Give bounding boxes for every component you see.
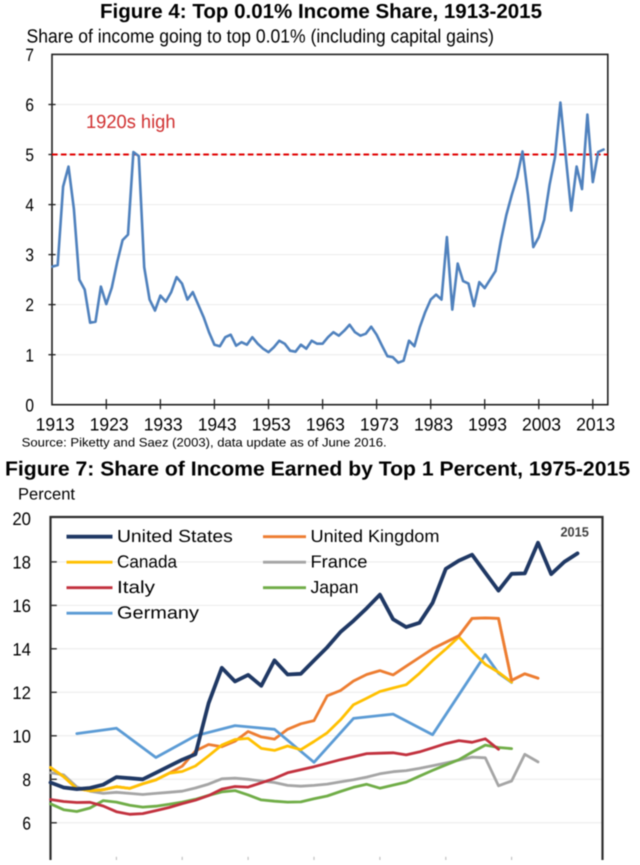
svg-text:1953: 1953 — [252, 415, 291, 435]
svg-text:2015: 2015 — [560, 525, 589, 540]
svg-text:4: 4 — [25, 195, 34, 215]
svg-text:2003: 2003 — [522, 415, 561, 435]
svg-text:United States: United States — [117, 526, 233, 546]
svg-text:1983: 1983 — [414, 415, 453, 435]
svg-text:20: 20 — [12, 509, 31, 529]
svg-text:Italy: Italy — [117, 577, 155, 597]
svg-text:16: 16 — [12, 596, 31, 616]
svg-text:Figure 4: Top 0.01% Income Sha: Figure 4: Top 0.01% Income Share, 1913-2… — [100, 1, 542, 23]
svg-text:2: 2 — [25, 295, 34, 315]
svg-text:Germany: Germany — [117, 602, 199, 622]
svg-text:Share of income going to top 0: Share of income going to top 0.01% (incl… — [27, 26, 495, 47]
svg-text:12: 12 — [12, 683, 31, 703]
svg-text:6: 6 — [25, 95, 34, 115]
svg-text:6: 6 — [22, 813, 31, 833]
svg-text:7: 7 — [25, 45, 34, 65]
svg-text:1933: 1933 — [144, 415, 183, 435]
svg-text:1993: 1993 — [468, 415, 507, 435]
svg-text:Percent: Percent — [18, 486, 75, 504]
svg-text:0: 0 — [25, 395, 34, 415]
svg-text:Figure 7: Share of Income Earn: Figure 7: Share of Income Earned by Top … — [5, 458, 630, 480]
svg-text:5: 5 — [25, 145, 34, 165]
svg-text:Source: Piketty and Saez (2003: Source: Piketty and Saez (2003), data up… — [22, 435, 387, 449]
svg-text:United Kingdom: United Kingdom — [311, 526, 440, 546]
svg-text:1963: 1963 — [306, 415, 345, 435]
svg-text:Japan: Japan — [311, 577, 359, 597]
svg-text:8: 8 — [22, 770, 31, 790]
svg-text:1973: 1973 — [360, 415, 399, 435]
svg-text:1923: 1923 — [90, 415, 129, 435]
svg-text:3: 3 — [25, 245, 34, 265]
svg-text:Canada: Canada — [117, 551, 177, 571]
svg-text:1913: 1913 — [36, 415, 75, 435]
svg-text:1: 1 — [25, 345, 34, 365]
svg-text:1943: 1943 — [198, 415, 237, 435]
svg-text:14: 14 — [12, 639, 31, 659]
svg-text:1920s high: 1920s high — [86, 112, 176, 133]
svg-text:2013: 2013 — [576, 415, 615, 435]
svg-text:10: 10 — [12, 726, 31, 746]
svg-text:France: France — [311, 551, 368, 571]
svg-text:18: 18 — [12, 553, 31, 573]
